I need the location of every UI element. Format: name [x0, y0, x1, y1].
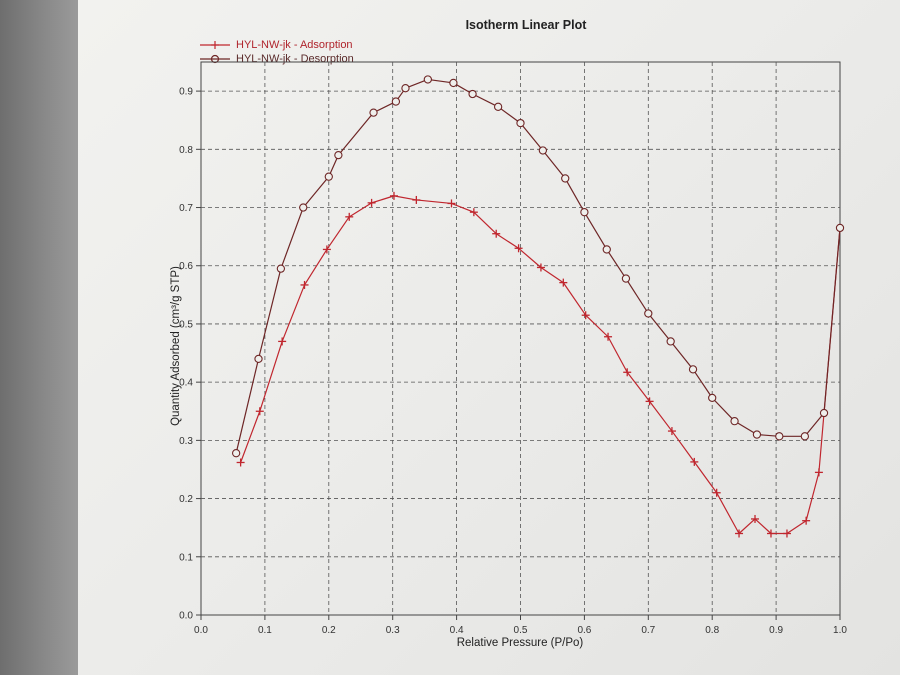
data-point-adsorption: [712, 488, 721, 497]
legend-label-adsorption: HYL-NW-jk - Adsorption: [236, 39, 353, 51]
series-line-desorption: [235, 78, 841, 454]
data-point-desorption: [752, 430, 762, 439]
data-point-desorption: [334, 150, 343, 160]
x-tick-label: 0.8: [705, 625, 719, 636]
data-point-adsorption: [814, 468, 823, 477]
data-point-desorption: [493, 102, 503, 111]
data-point-adsorption: [690, 457, 699, 466]
data-point-adsorption: [559, 278, 568, 287]
y-tick-label: 0.9: [179, 87, 193, 98]
data-point-adsorption: [412, 195, 421, 204]
data-point-desorption: [391, 97, 401, 106]
data-point-desorption: [666, 337, 675, 346]
data-point-desorption: [231, 449, 241, 458]
data-point-adsorption: [782, 529, 791, 538]
data-point-desorption: [621, 274, 631, 283]
data-point-desorption: [254, 354, 263, 364]
legend-item-adsorption: HYL-NW-jk - Adsorption: [200, 38, 354, 52]
data-point-desorption: [468, 89, 477, 99]
data-point-desorption: [299, 203, 308, 212]
data-point-desorption: [423, 75, 432, 84]
y-tick-label: 0.8: [179, 145, 193, 156]
data-point-adsorption: [667, 427, 676, 436]
data-point-adsorption: [581, 311, 590, 320]
y-tick-label: 0.4: [179, 378, 193, 389]
monitor-bezel-left: [0, 0, 78, 675]
data-point-adsorption: [802, 516, 811, 525]
data-point-adsorption: [751, 514, 760, 523]
data-point-adsorption: [735, 529, 744, 538]
x-tick-label: 0.3: [386, 625, 400, 636]
data-point-adsorption: [447, 199, 456, 208]
y-tick-label: 0.3: [179, 436, 193, 447]
data-point-adsorption: [536, 263, 545, 272]
data-point-desorption: [819, 408, 829, 418]
data-point-desorption: [602, 245, 611, 254]
plus-marker-icon: [200, 41, 230, 49]
data-point-desorption: [708, 393, 717, 403]
x-tick-label: 1.0: [833, 625, 847, 636]
x-tick-label: 0.4: [450, 625, 464, 636]
data-point-desorption: [580, 208, 589, 217]
data-point-adsorption: [322, 245, 331, 254]
data-point-adsorption: [623, 368, 632, 377]
data-point-adsorption: [389, 191, 398, 200]
data-point-adsorption: [492, 229, 501, 238]
data-point-adsorption: [278, 337, 287, 346]
data-point-adsorption: [367, 198, 376, 207]
series-line-adsorption: [240, 195, 841, 535]
data-point-desorption: [730, 417, 739, 426]
chart-title: Isotherm Linear Plot: [465, 18, 587, 32]
data-point-desorption: [324, 172, 333, 181]
data-point-desorption: [538, 146, 548, 155]
x-tick-label: 0.1: [258, 625, 272, 636]
x-tick-label: 0.0: [194, 625, 208, 636]
data-point-adsorption: [766, 529, 775, 538]
data-point-adsorption: [469, 208, 478, 217]
x-tick-label: 0.9: [769, 625, 783, 636]
data-point-desorption: [688, 365, 698, 374]
x-tick-label: 0.2: [322, 625, 336, 636]
y-tick-label: 0.7: [179, 203, 193, 214]
x-tick-label: 0.6: [577, 625, 591, 636]
y-tick-label: 0.2: [179, 494, 193, 505]
data-point-adsorption: [645, 397, 654, 406]
x-tick-label: 0.7: [641, 625, 655, 636]
data-point-desorption: [800, 432, 810, 441]
data-point-adsorption: [604, 332, 613, 341]
x-axis-label: Relative Pressure (P/Po): [456, 637, 584, 649]
data-point-desorption: [449, 78, 458, 88]
data-point-desorption: [644, 309, 653, 318]
y-tick-label: 0.6: [179, 261, 193, 272]
data-point-desorption: [775, 432, 784, 441]
data-point-desorption: [516, 118, 525, 128]
data-point-desorption: [276, 264, 286, 273]
data-point-adsorption: [236, 458, 245, 467]
data-point-desorption: [835, 223, 845, 233]
data-point-adsorption: [300, 280, 309, 289]
x-tick-label: 0.5: [514, 625, 528, 636]
data-point-desorption: [561, 174, 570, 183]
y-tick-label: 0.0: [179, 611, 193, 622]
data-point-adsorption: [345, 212, 354, 221]
data-point-desorption: [369, 108, 378, 117]
data-point-desorption: [401, 84, 410, 93]
plot-window: [78, 0, 900, 675]
y-tick-label: 0.5: [179, 319, 193, 330]
y-tick-label: 0.1: [179, 552, 193, 563]
data-point-adsorption: [255, 407, 264, 416]
data-point-adsorption: [514, 244, 523, 253]
